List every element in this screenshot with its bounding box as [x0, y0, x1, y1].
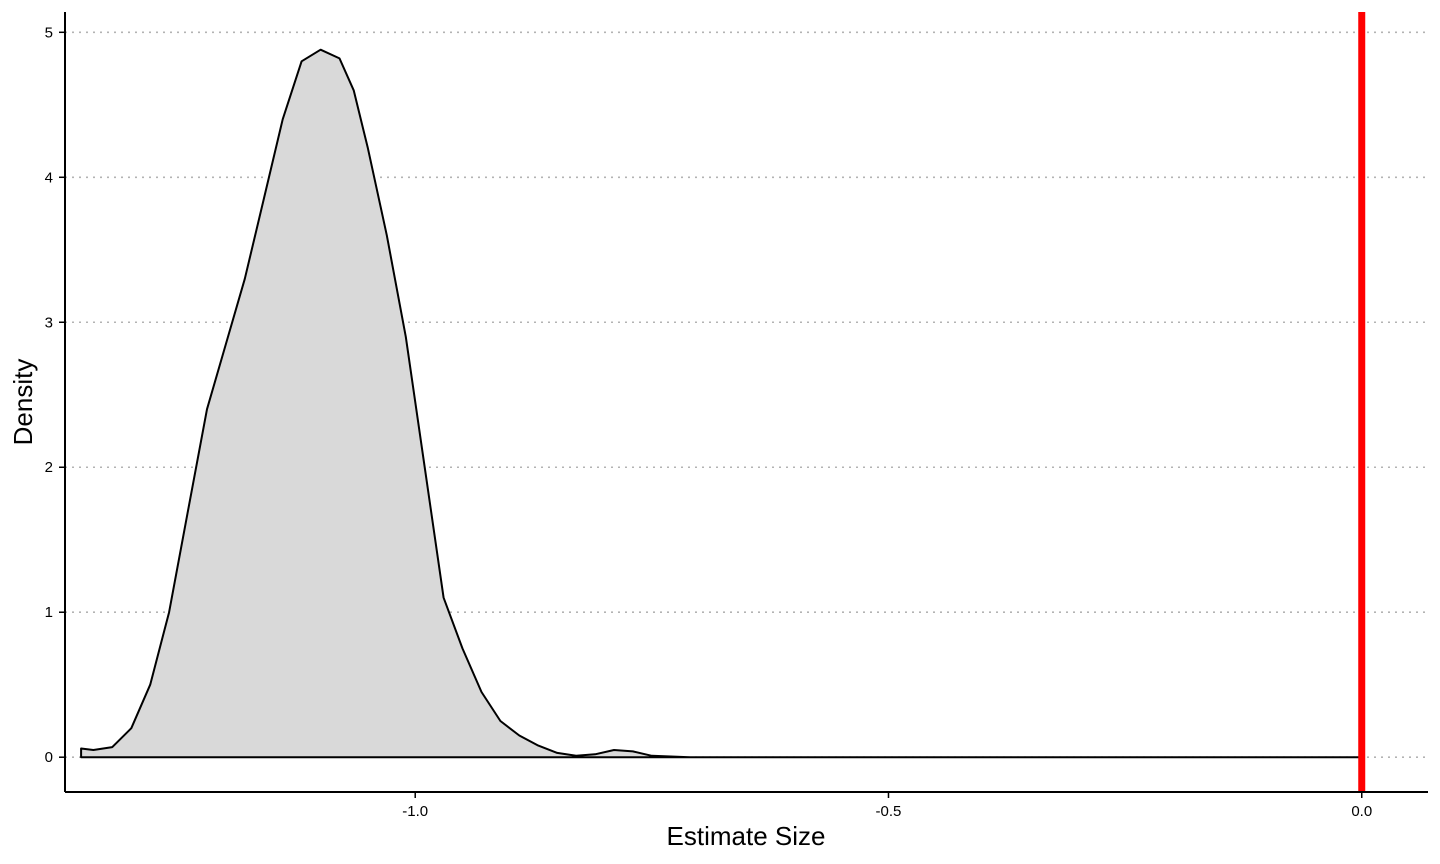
x-tick-label: -0.5: [876, 803, 902, 820]
x-tick-label: -1.0: [402, 803, 428, 820]
x-tick-label: 0.0: [1351, 803, 1372, 820]
y-tick-label: 5: [45, 24, 53, 41]
y-tick-label: 3: [45, 314, 53, 331]
y-tick-label: 2: [45, 459, 53, 476]
x-axis-ticks: -1.0 -0.5 0.0: [402, 792, 1372, 820]
y-axis-ticks: 0 1 2 3 4 5: [45, 24, 65, 766]
y-axis-title: Density: [8, 359, 38, 446]
y-tick-label: 1: [45, 604, 53, 621]
y-tick-label: 0: [45, 749, 53, 766]
y-tick-label: 4: [45, 169, 53, 186]
density-area: [80, 48, 1360, 759]
x-axis-title: Estimate Size: [667, 821, 826, 851]
